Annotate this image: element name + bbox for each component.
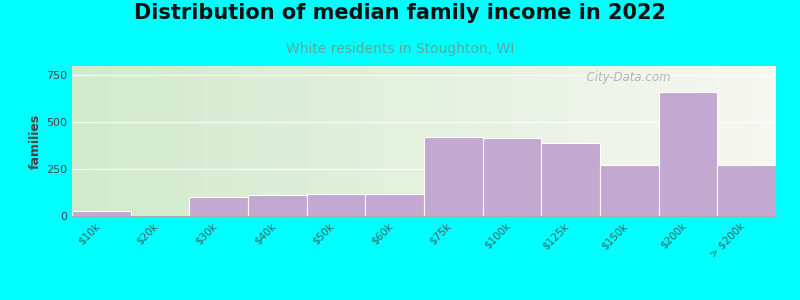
Bar — [72, 211, 130, 216]
Bar — [542, 143, 600, 216]
Bar — [248, 195, 306, 216]
Text: City-Data.com: City-Data.com — [579, 70, 670, 83]
Text: White residents in Stoughton, WI: White residents in Stoughton, WI — [286, 42, 514, 56]
Bar — [658, 92, 718, 216]
Bar — [600, 165, 658, 216]
Y-axis label: families: families — [29, 113, 42, 169]
Bar — [306, 194, 366, 216]
Bar — [718, 165, 776, 216]
Bar — [424, 137, 482, 216]
Text: Distribution of median family income in 2022: Distribution of median family income in … — [134, 3, 666, 23]
Bar — [190, 197, 248, 216]
Bar — [366, 194, 424, 216]
Bar — [482, 138, 542, 216]
